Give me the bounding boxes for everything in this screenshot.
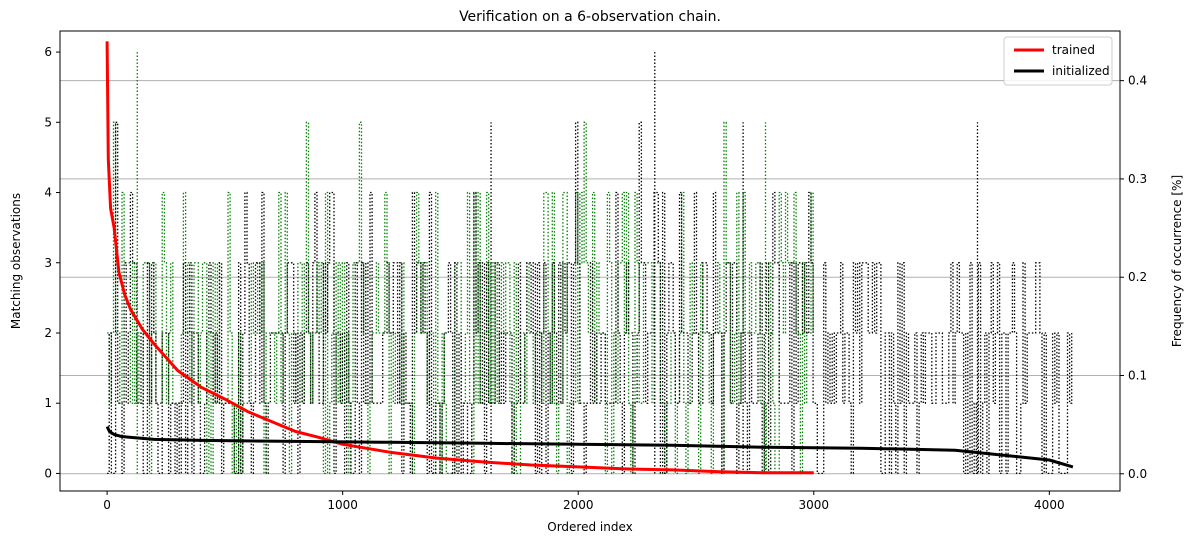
- x-tick-label: 1000: [327, 498, 358, 512]
- y-tick-label: 2: [44, 326, 52, 340]
- y-tick-label: 0: [44, 466, 52, 480]
- y2-axis-label: Frequency of occurrence [%]: [1170, 175, 1184, 347]
- dotted-series-green: [107, 121, 814, 475]
- y2-tick-label: 0.4: [1128, 74, 1147, 88]
- dotted-series-area: [107, 52, 1073, 475]
- y2-tick-label: 0.3: [1128, 172, 1147, 186]
- line-series: [105, 41, 1074, 475]
- x-tick-label: 4000: [1034, 498, 1065, 512]
- series-line-initialized: [105, 425, 1074, 469]
- y-tick-label: 1: [44, 396, 52, 410]
- y-tick-label: 5: [44, 115, 52, 129]
- chart-title: Verification on a 6-observation chain.: [459, 9, 721, 25]
- y-axis-label: Matching observations: [9, 193, 23, 329]
- x-tick-label: 3000: [799, 498, 830, 512]
- dotted-series-black: [107, 121, 1073, 475]
- legend: trained initialized: [1003, 36, 1113, 86]
- y2-tick-label: 0.2: [1128, 270, 1147, 284]
- y-tick-label: 3: [44, 256, 52, 270]
- axes: 0 1000 2000 3000 4000 0 1 2 3 4 5 6 0.0 0.1 0.2 0.3 0.4: [44, 45, 1147, 512]
- y2-tick-label: 0.0: [1128, 467, 1147, 481]
- legend-label-initialized: initialized: [1052, 64, 1110, 78]
- y2-tick-label: 0.1: [1128, 369, 1147, 383]
- legend-label-trained: trained: [1052, 43, 1095, 57]
- x-tick-label: 2000: [563, 498, 594, 512]
- plot-frame: [59, 30, 1121, 492]
- x-axis-label: Ordered index: [547, 520, 632, 534]
- x-tick-label: 0: [103, 498, 111, 512]
- y-tick-label: 6: [44, 45, 52, 59]
- y-tick-label: 4: [44, 186, 52, 200]
- series-line-trained: [105, 41, 814, 475]
